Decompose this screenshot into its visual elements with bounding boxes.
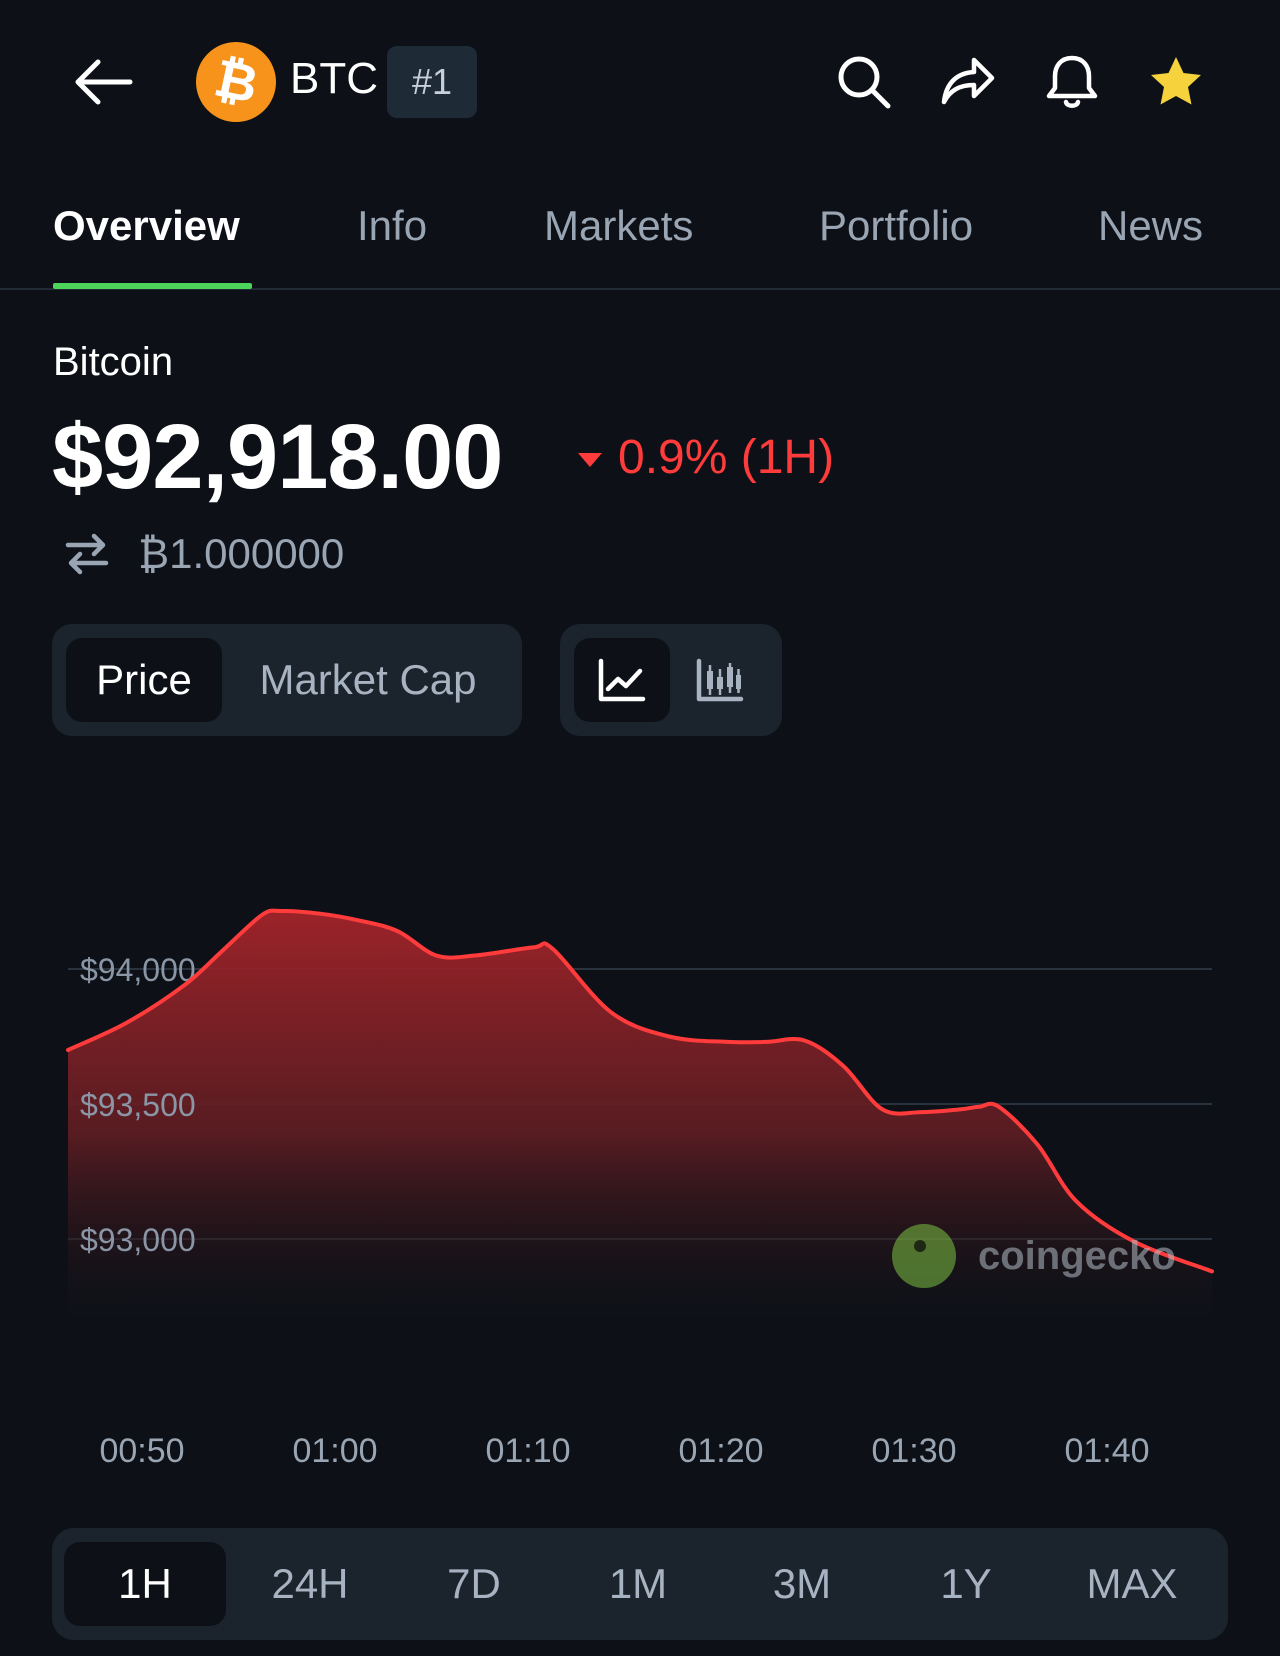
back-button[interactable]	[72, 50, 152, 114]
x-tick-label: 01:20	[678, 1432, 764, 1470]
price-toggle-button[interactable]: Price	[66, 638, 222, 722]
time-range-selector: 1H 24H 7D 1M 3M 1Y MAX	[52, 1528, 1228, 1640]
metric-toggle: Price Market Cap	[52, 624, 522, 736]
x-axis: 00:50 01:00 01:10 01:20 01:30 01:40	[0, 1432, 1280, 1482]
line-chart-icon	[598, 658, 646, 702]
swap-arrows-icon	[65, 533, 109, 575]
tab-bar: Overview Info Markets Portfolio News	[0, 180, 1280, 290]
price-area	[68, 910, 1212, 1320]
price-change-value: 0.9% (1H)	[618, 431, 835, 484]
tab-overview[interactable]: Overview	[53, 202, 240, 249]
range-24h-button[interactable]: 24H	[271, 1560, 349, 1607]
active-tab-indicator	[53, 283, 252, 289]
tab-news[interactable]: News	[1098, 202, 1204, 249]
back-arrow-icon	[75, 59, 133, 105]
y-tick-label: $94,000	[80, 952, 196, 988]
share-icon	[941, 57, 995, 105]
price-chart[interactable]: $94,000 $93,500 $93,000	[0, 760, 1280, 1340]
alerts-button[interactable]	[1038, 48, 1106, 116]
y-tick-label: $93,500	[80, 1087, 196, 1123]
range-1h-button[interactable]: 1H	[64, 1542, 226, 1626]
share-button[interactable]	[934, 48, 1002, 116]
candlestick-chart-button[interactable]	[672, 638, 768, 722]
chart-type-toggle	[560, 624, 782, 736]
x-tick-label: 01:10	[485, 1432, 571, 1470]
tab-portfolio[interactable]: Portfolio	[819, 202, 974, 249]
range-7d-button[interactable]: 7D	[447, 1560, 501, 1607]
price-change: 0.9% (1H)	[578, 430, 834, 485]
coin-symbol: BTC	[290, 54, 378, 103]
watchlist-button[interactable]	[1142, 48, 1210, 116]
coingecko-logo-icon	[892, 1224, 956, 1288]
tab-info[interactable]: Info	[357, 202, 428, 249]
bitcoin-logo-glyph: ₿	[209, 49, 263, 115]
btc-amount: ₿1.000000	[138, 530, 345, 577]
x-tick-label: 01:40	[1064, 1432, 1150, 1470]
range-max-button[interactable]: MAX	[1086, 1560, 1178, 1607]
search-button[interactable]	[830, 48, 898, 116]
watermark-text: coingecko	[978, 1233, 1176, 1278]
range-3m-button[interactable]: 3M	[772, 1560, 832, 1607]
bell-icon	[1046, 55, 1098, 108]
top-bar: ₿ BTC #1	[0, 0, 1280, 160]
line-chart-button[interactable]	[574, 638, 670, 722]
market-cap-toggle-button[interactable]: Market Cap	[259, 656, 477, 703]
down-triangle-icon	[578, 452, 602, 467]
range-1y-button[interactable]: 1Y	[940, 1560, 992, 1607]
candlestick-chart-icon	[696, 658, 744, 702]
y-tick-label: $93,000	[80, 1222, 196, 1258]
price-line	[66, 908, 1214, 1274]
price-chart-svg: $94,000 $93,500 $93,000	[66, 908, 1214, 1320]
btc-conversion: ₿1.000000	[64, 530, 344, 578]
x-tick-label: 01:00	[292, 1432, 378, 1470]
x-tick-label: 01:30	[871, 1432, 957, 1470]
star-icon	[1151, 57, 1201, 105]
range-1m-button[interactable]: 1M	[608, 1560, 668, 1607]
coingecko-watermark: coingecko	[892, 1224, 1176, 1288]
current-price: $92,918.00	[52, 406, 503, 508]
tab-markets[interactable]: Markets	[544, 202, 694, 249]
coin-name: Bitcoin	[53, 340, 174, 384]
search-icon	[838, 56, 891, 109]
bitcoin-logo: ₿	[196, 42, 276, 122]
rank-badge: #1	[387, 46, 477, 118]
x-tick-label: 00:50	[99, 1432, 185, 1470]
